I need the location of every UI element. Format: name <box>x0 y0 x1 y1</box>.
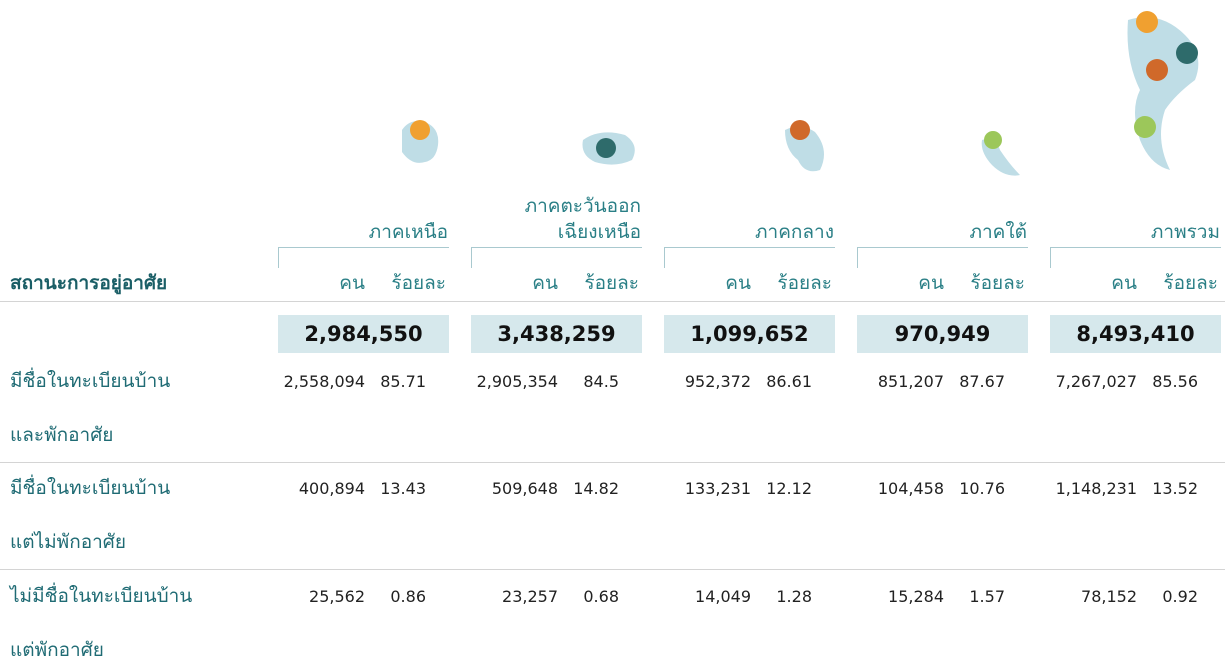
sub-header: ร้อยละ <box>970 272 1025 294</box>
sub-header: คน <box>918 272 944 294</box>
cell: 0.86 <box>390 587 426 606</box>
header-bracket <box>471 247 642 268</box>
row-label: มีชื่อในทะเบียนบ้าน <box>10 370 171 392</box>
cell: 509,648 <box>491 479 558 498</box>
cell: 15,284 <box>888 587 944 606</box>
sub-header: คน <box>1111 272 1137 294</box>
cell: 78,152 <box>1081 587 1137 606</box>
column-header: ภาคตะวันออก <box>524 195 641 217</box>
cell: 851,207 <box>877 372 944 391</box>
cell: 104,458 <box>877 479 944 498</box>
row-label: มีชื่อในทะเบียนบ้าน <box>10 477 171 499</box>
divider <box>0 569 1225 570</box>
row-label: แต่พักอาศัย <box>10 639 104 661</box>
cell: 13.43 <box>380 479 426 498</box>
cell: 0.68 <box>583 587 619 606</box>
divider <box>0 301 1225 302</box>
row-label: ไม่มีชื่อในทะเบียนบ้าน <box>10 585 193 607</box>
cell: 84.5 <box>583 372 619 391</box>
cell: 87.67 <box>959 372 1005 391</box>
row-header: สถานะการอยู่อาศัย <box>10 272 168 294</box>
header-bracket <box>664 247 835 268</box>
sub-header: คน <box>339 272 365 294</box>
cell: 1.57 <box>969 587 1005 606</box>
column-header: ภาพรวม <box>1150 221 1220 243</box>
sub-header: คน <box>532 272 558 294</box>
sub-header: ร้อยละ <box>1163 272 1218 294</box>
sub-header: คน <box>725 272 751 294</box>
cell: 952,372 <box>684 372 751 391</box>
cell: 0.92 <box>1162 587 1198 606</box>
row-label: แต่ไม่พักอาศัย <box>10 531 126 553</box>
cell: 1,148,231 <box>1055 479 1137 498</box>
cell: 85.56 <box>1152 372 1198 391</box>
map-south <box>981 131 1020 176</box>
map-north <box>402 120 439 163</box>
sub-header: ร้อยละ <box>584 272 639 294</box>
cell: 10.76 <box>959 479 1005 498</box>
cell: 13.52 <box>1152 479 1198 498</box>
column-total: 1,099,652 <box>664 315 835 353</box>
cell: 23,257 <box>502 587 558 606</box>
column-total: 2,984,550 <box>278 315 449 353</box>
row-label: และพักอาศัย <box>10 424 114 446</box>
header-bracket <box>278 247 449 268</box>
header-bracket <box>857 247 1028 268</box>
column-header: ภาคใต้ <box>969 221 1027 243</box>
divider <box>0 462 1225 463</box>
cell: 12.12 <box>766 479 812 498</box>
cell: 1.28 <box>776 587 812 606</box>
cell: 133,231 <box>684 479 751 498</box>
column-total: 3,438,259 <box>471 315 642 353</box>
sub-header: ร้อยละ <box>777 272 832 294</box>
cell: 400,894 <box>298 479 365 498</box>
column-header: เฉียงเหนือ <box>557 221 641 243</box>
cell: 86.61 <box>766 372 812 391</box>
cell: 14,049 <box>695 587 751 606</box>
cell: 2,905,354 <box>476 372 558 391</box>
map-overall <box>1127 11 1199 171</box>
cell: 25,562 <box>309 587 365 606</box>
cell: 7,267,027 <box>1055 372 1137 391</box>
cell: 85.71 <box>380 372 426 391</box>
cell: 14.82 <box>573 479 619 498</box>
column-header: ภาคเหนือ <box>368 221 448 243</box>
cell: 2,558,094 <box>283 372 365 391</box>
region-maps <box>402 11 1199 176</box>
map-central <box>785 120 824 172</box>
header-bracket <box>1050 247 1221 268</box>
column-total: 970,949 <box>857 315 1028 353</box>
column-header: ภาคกลาง <box>755 221 834 243</box>
column-total: 8,493,410 <box>1050 315 1221 353</box>
map-northeast <box>582 132 635 165</box>
sub-header: ร้อยละ <box>391 272 446 294</box>
